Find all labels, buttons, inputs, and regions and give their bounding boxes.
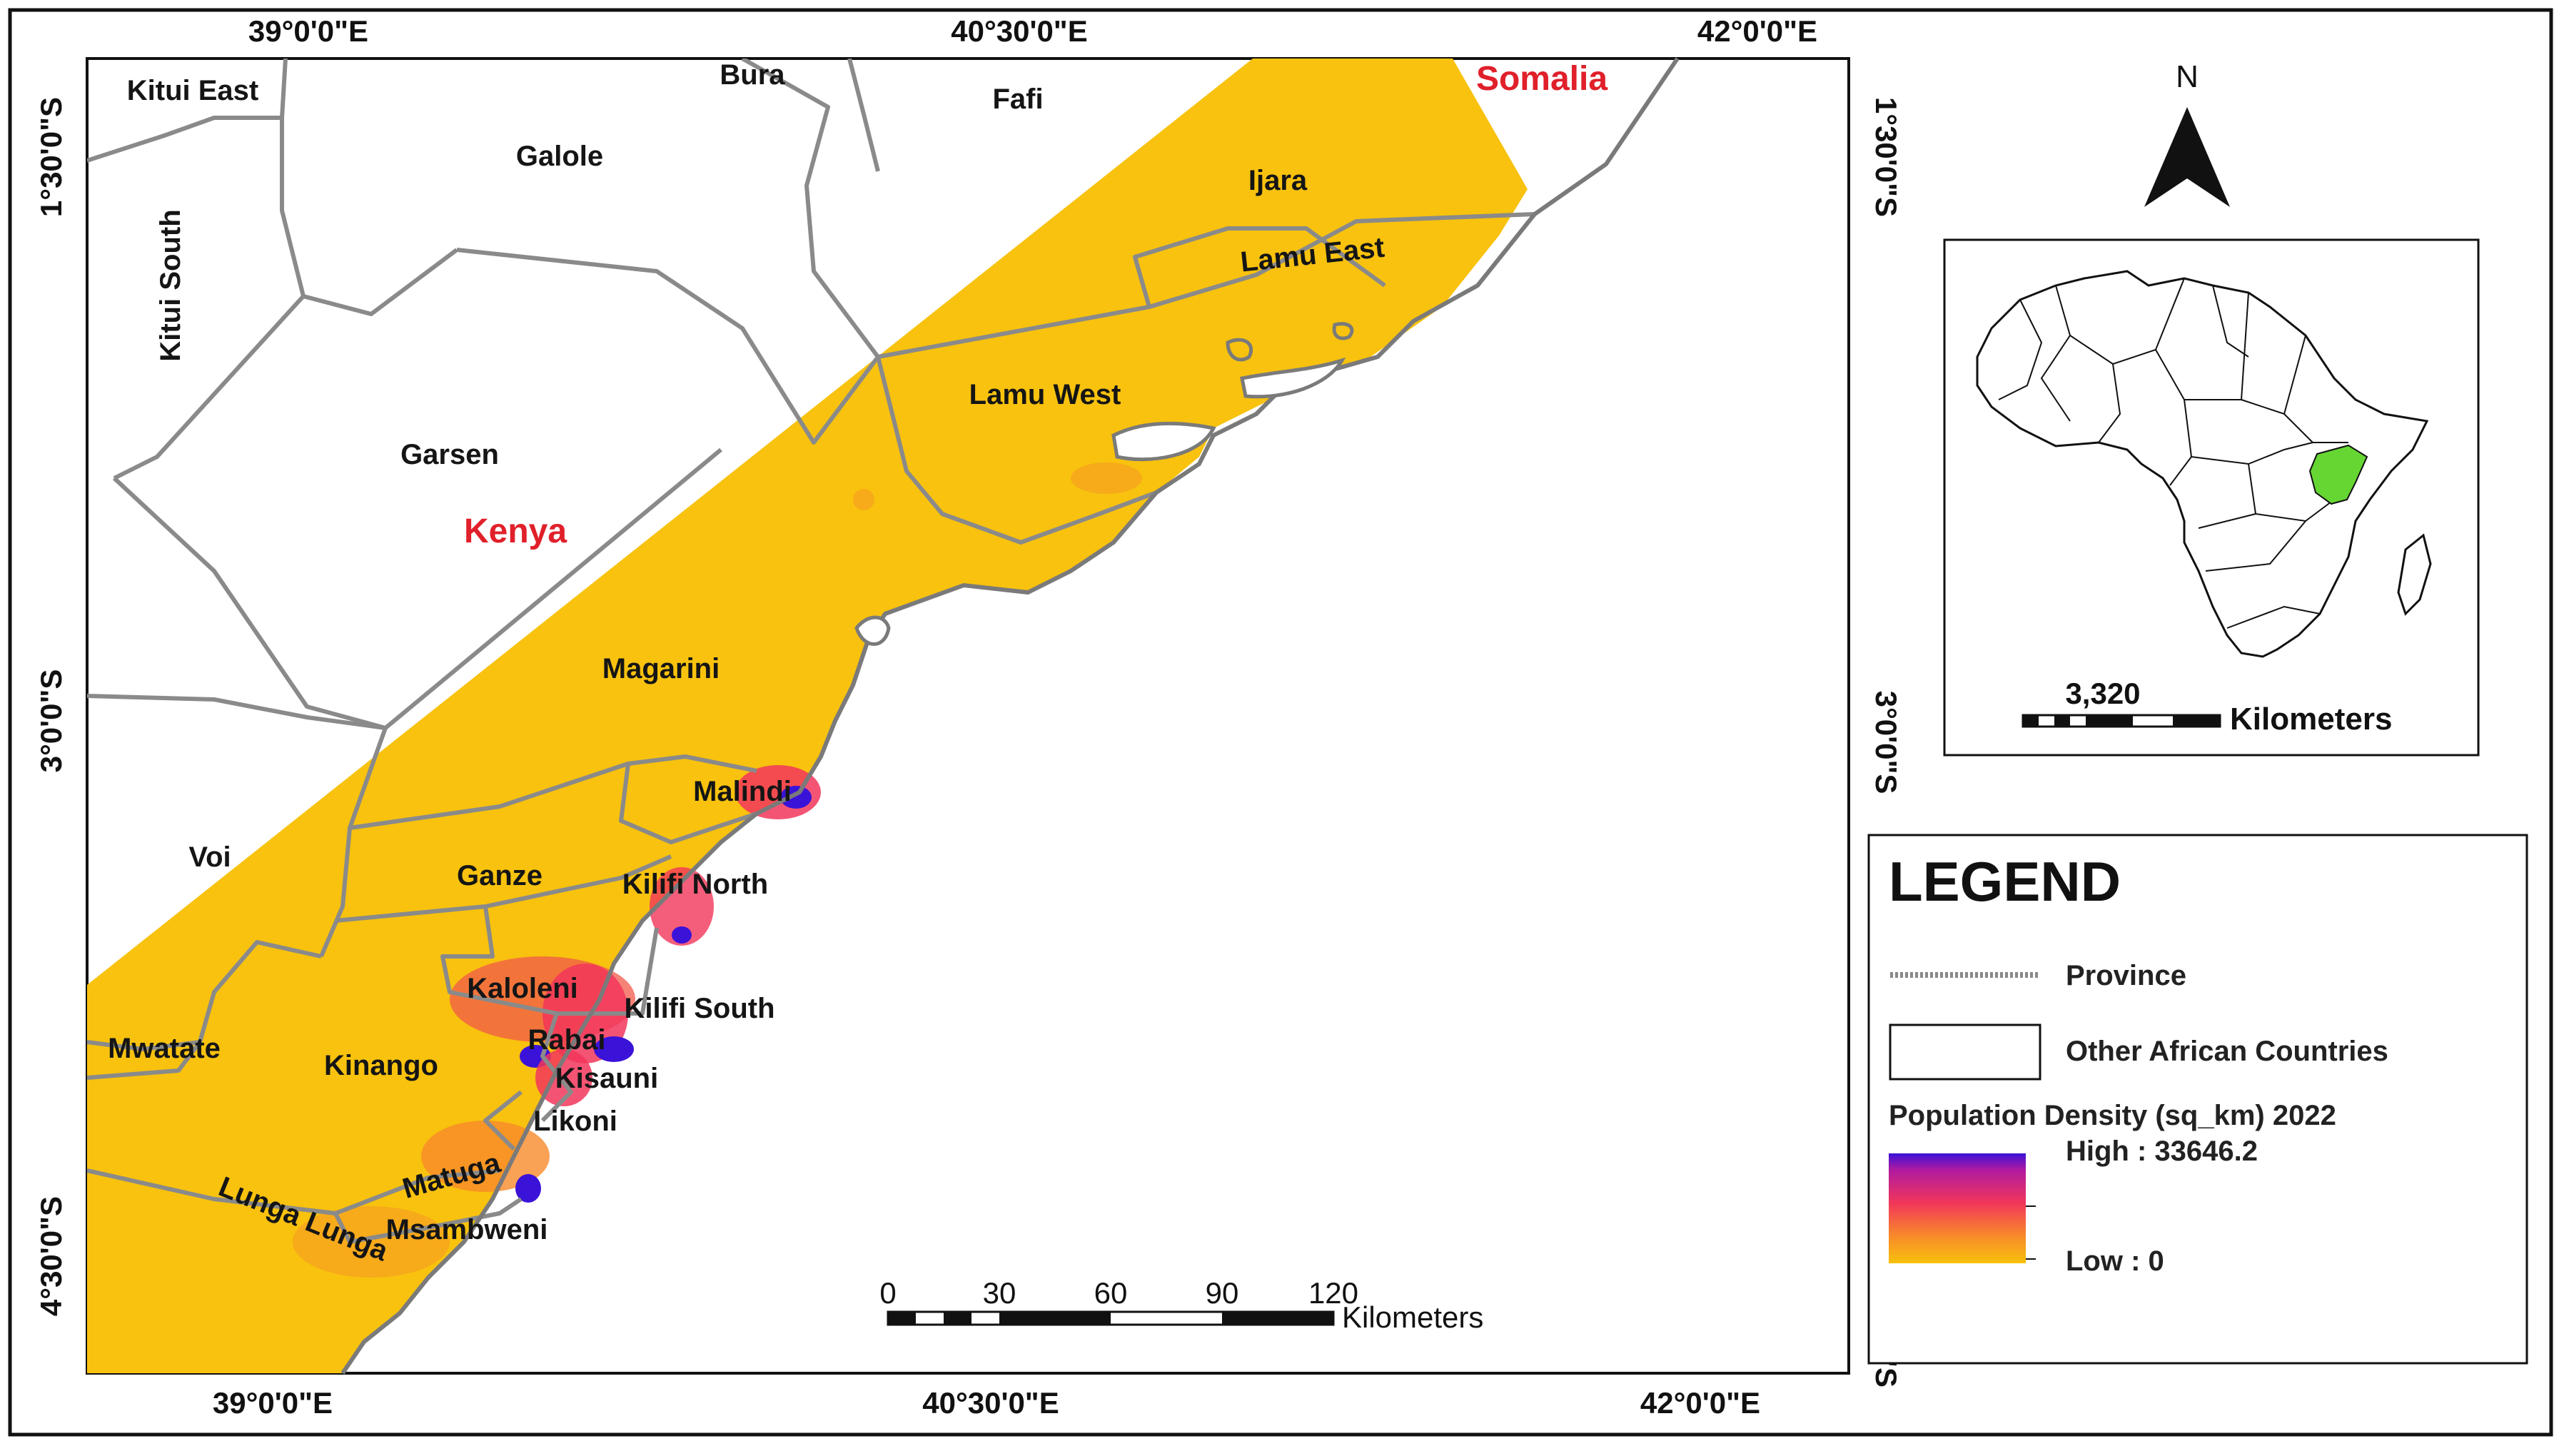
district-kilifi-south: Kilifi South (624, 993, 774, 1024)
district-kitui-east: Kitui East (127, 75, 258, 106)
north-arrow-icon (2144, 107, 2230, 207)
scale-tick-120: 120 (1308, 1276, 1358, 1310)
district-voi: Voi (188, 841, 231, 873)
district-kinango: Kinango (324, 1050, 438, 1081)
main-map: 39°0'0"E 40°30'0"E 42°0'0"E 39°0'0"E 40°… (34, 14, 1903, 1420)
north-arrow: N (2144, 59, 2230, 207)
district-mwatate: Mwatate (108, 1033, 221, 1064)
district-rabai: Rabai (528, 1024, 606, 1056)
district-galole: Galole (516, 141, 603, 172)
scale-unit: Kilometers (1342, 1300, 1483, 1334)
right-coord-2: 3°0'0"S (1869, 691, 1903, 794)
africa-outline (1976, 270, 2429, 658)
district-fafi: Fafi (992, 84, 1043, 115)
bottom-coord-2: 40°30'0"E (922, 1386, 1059, 1420)
right-coord-1: 1°30'0"S (1869, 97, 1903, 217)
district-lamu-west: Lamu West (969, 379, 1121, 410)
legend-density-gradient (1889, 1153, 2026, 1263)
district-garsen: Garsen (400, 439, 499, 470)
legend-province-label: Province (2066, 960, 2186, 991)
legend-low-label: Low : 0 (2066, 1245, 2164, 1277)
district-kilifi-north: Kilifi North (622, 869, 768, 900)
top-coord-3: 42°0'0"E (1697, 14, 1817, 48)
bottom-coordinates: 39°0'0"E 40°30'0"E 42°0'0"E (213, 1386, 1760, 1420)
district-bura: Bura (720, 59, 785, 91)
legend-other-countries-label: Other African Countries (2066, 1036, 2388, 1067)
lamu-islands (854, 322, 1354, 646)
scale-tick-30: 30 (983, 1276, 1016, 1310)
main-scale-bar: 0 30 60 90 120 Kilometers (879, 1276, 1483, 1334)
top-coord-2: 40°30'0"E (951, 14, 1088, 48)
district-kitui-south: Kitui South (155, 209, 186, 361)
bottom-coord-1: 39°0'0"E (213, 1386, 333, 1420)
north-label: N (2176, 59, 2199, 94)
africa-inset: 3,320 Kilometers (1943, 238, 2480, 757)
legend: LEGEND Province Other African Countries … (1867, 834, 2528, 1365)
scale-tick-60: 60 (1094, 1276, 1128, 1310)
country-label-somalia: Somalia (1476, 60, 1607, 98)
scale-tick-0: 0 (879, 1276, 896, 1310)
left-coord-1: 1°30'0"S (34, 97, 68, 217)
inset-scale-unit: Kilometers (2230, 702, 2392, 737)
district-kaloleni: Kaloleni (467, 973, 578, 1004)
district-magarini: Magarini (602, 653, 720, 684)
left-coord-2: 3°0'0"S (34, 669, 68, 773)
legend-title: LEGEND (1889, 850, 2121, 913)
legend-other-countries-swatch (1889, 1023, 2041, 1081)
kenya-highlight (2308, 444, 2368, 505)
district-msambweni: Msambweni (386, 1214, 548, 1245)
country-label-kenya: Kenya (464, 512, 567, 550)
district-malindi: Malindi (693, 776, 792, 807)
district-likoni: Likoni (533, 1106, 617, 1137)
district-kisauni: Kisauni (555, 1063, 658, 1094)
african-country-borders (1998, 278, 2348, 629)
district-ganze: Ganze (457, 860, 542, 891)
scale-tick-90: 90 (1206, 1276, 1239, 1310)
inset-scale-bar (2022, 714, 2221, 728)
left-coord-3: 4°30'0"S (34, 1196, 68, 1316)
bottom-coord-3: 42°0'0"E (1640, 1386, 1760, 1420)
top-coordinates: 39°0'0"E 40°30'0"E 42°0'0"E (248, 14, 1817, 48)
top-coord-1: 39°0'0"E (248, 14, 368, 48)
legend-density-title: Population Density (sq_km) 2022 (1889, 1100, 2336, 1131)
density-raster-base (87, 59, 1528, 1373)
left-coordinates: 1°30'0"S 3°0'0"S 4°30'0"S (34, 97, 68, 1316)
madagascar-outline (2397, 533, 2432, 616)
district-ijara: Ijara (1248, 165, 1308, 196)
inset-scale-value: 3,320 (2065, 677, 2140, 710)
legend-high-label: High : 33646.2 (2066, 1136, 2258, 1167)
